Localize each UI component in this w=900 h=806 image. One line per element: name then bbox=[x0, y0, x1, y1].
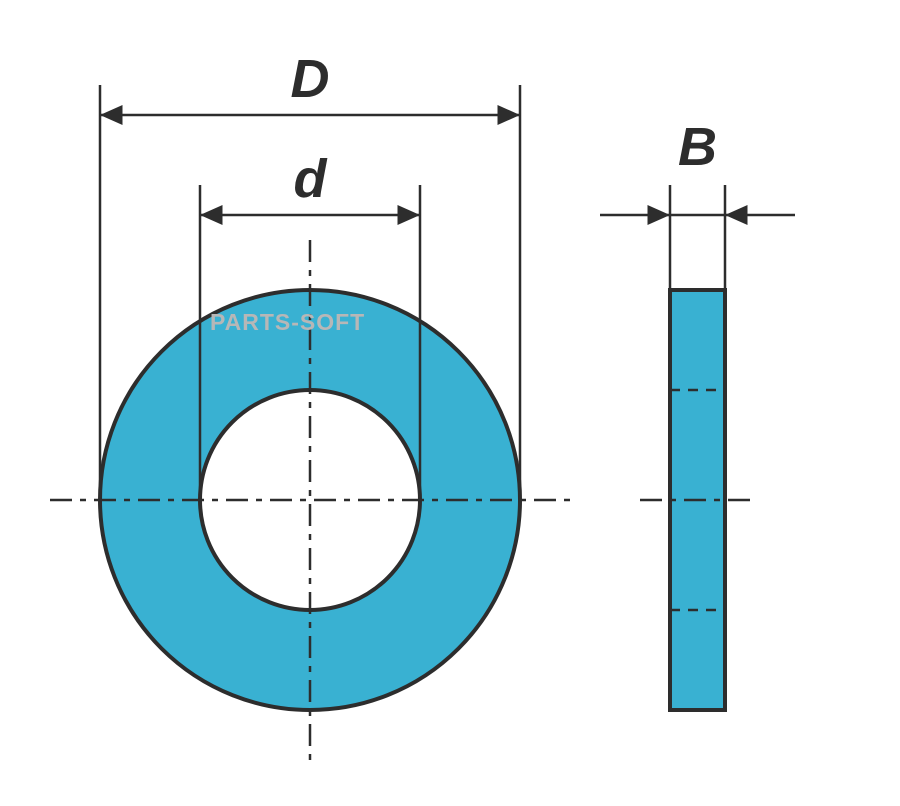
watermark-text: PARTS-SOFT bbox=[210, 309, 365, 335]
dim-label-B: B bbox=[678, 117, 717, 177]
dim-label-D: D bbox=[291, 49, 330, 109]
washer-diagram: Dd PARTS-SOFT B bbox=[0, 0, 900, 806]
dim-label-d: d bbox=[294, 149, 328, 209]
